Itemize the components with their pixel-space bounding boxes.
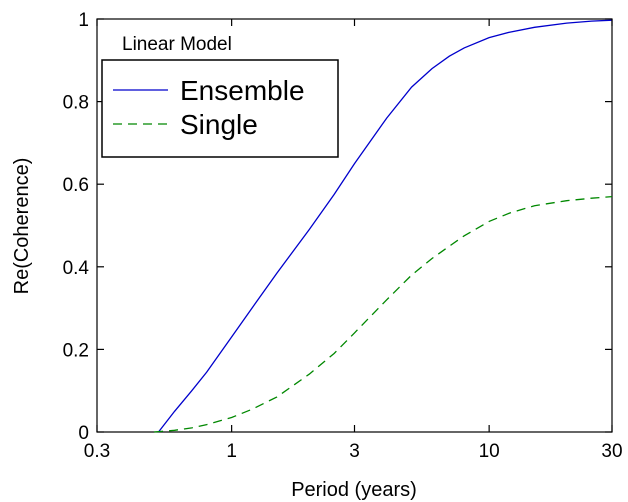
y-tick-label: 0.4	[63, 258, 90, 279]
x-axis-label: Period (years)	[291, 479, 417, 501]
x-tick-label: 1	[226, 441, 237, 462]
x-tick-label: 10	[479, 441, 500, 462]
y-tick-label: 0.6	[63, 175, 89, 196]
legend-entry-ensemble: Ensemble	[180, 75, 305, 106]
legend-title: Linear Model	[122, 34, 232, 55]
y-axis-label: Re(Coherence)	[11, 158, 33, 295]
series-line-single	[154, 195, 613, 433]
y-tick-label: 0	[78, 423, 89, 444]
ticks-layer: 0.3 1 3 10 30 0 0.2 0.4 0.6 0.8 1	[63, 10, 623, 462]
legend: Linear Model Ensemble Single	[101, 34, 339, 158]
x-tick-label: 30	[601, 441, 622, 462]
series-line-ensemble	[157, 19, 613, 433]
series-layer	[154, 19, 613, 433]
legend-box	[101, 59, 339, 158]
y-tick-label: 1	[78, 10, 89, 31]
y-tick-label: 0.2	[63, 340, 89, 361]
x-tick-label: 3	[349, 441, 360, 462]
y-tick-label: 0.8	[63, 93, 89, 114]
legend-entry-single: Single	[180, 109, 258, 140]
x-tick-label: 0.3	[84, 441, 110, 462]
